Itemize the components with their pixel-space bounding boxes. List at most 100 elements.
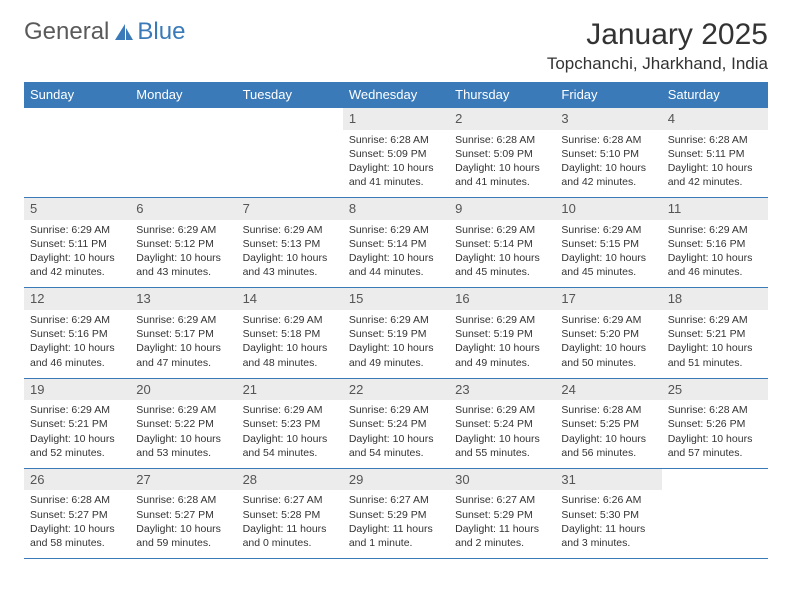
day-details: Sunrise: 6:28 AMSunset: 5:11 PMDaylight:… — [668, 133, 762, 190]
day-details: Sunrise: 6:27 AMSunset: 5:29 PMDaylight:… — [455, 493, 549, 550]
day-line: Sunset: 5:13 PM — [243, 237, 337, 251]
day-number — [24, 108, 130, 130]
calendar-cell: 14Sunrise: 6:29 AMSunset: 5:18 PMDayligh… — [237, 288, 343, 378]
day-line: Daylight: 10 hours and 41 minutes. — [349, 161, 443, 189]
day-number — [237, 108, 343, 130]
day-line: Sunrise: 6:29 AM — [243, 403, 337, 417]
day-details: Sunrise: 6:29 AMSunset: 5:17 PMDaylight:… — [136, 313, 230, 370]
brand-part1: General — [24, 18, 109, 46]
day-details: Sunrise: 6:29 AMSunset: 5:21 PMDaylight:… — [668, 313, 762, 370]
calendar-cell: 23Sunrise: 6:29 AMSunset: 5:24 PMDayligh… — [449, 378, 555, 468]
day-line: Sunrise: 6:28 AM — [561, 403, 655, 417]
calendar-cell: 7Sunrise: 6:29 AMSunset: 5:13 PMDaylight… — [237, 198, 343, 288]
calendar-week-row: 5Sunrise: 6:29 AMSunset: 5:11 PMDaylight… — [24, 198, 768, 288]
day-line: Sunrise: 6:29 AM — [561, 313, 655, 327]
day-details: Sunrise: 6:29 AMSunset: 5:19 PMDaylight:… — [349, 313, 443, 370]
day-line: Sunrise: 6:27 AM — [349, 493, 443, 507]
month-title: January 2025 — [547, 18, 768, 52]
day-details: Sunrise: 6:29 AMSunset: 5:24 PMDaylight:… — [349, 403, 443, 460]
calendar-cell — [662, 468, 768, 558]
day-header: Wednesday — [343, 82, 449, 108]
day-details: Sunrise: 6:29 AMSunset: 5:23 PMDaylight:… — [243, 403, 337, 460]
location: Topchanchi, Jharkhand, India — [547, 54, 768, 74]
calendar-cell: 1Sunrise: 6:28 AMSunset: 5:09 PMDaylight… — [343, 108, 449, 198]
day-line: Daylight: 10 hours and 42 minutes. — [668, 161, 762, 189]
day-details: Sunrise: 6:27 AMSunset: 5:28 PMDaylight:… — [243, 493, 337, 550]
day-number: 24 — [555, 379, 661, 401]
day-line: Sunrise: 6:29 AM — [136, 223, 230, 237]
day-line: Daylight: 10 hours and 59 minutes. — [136, 522, 230, 550]
day-number: 31 — [555, 469, 661, 491]
day-line: Sunrise: 6:29 AM — [561, 223, 655, 237]
day-header-row: Sunday Monday Tuesday Wednesday Thursday… — [24, 82, 768, 108]
day-details: Sunrise: 6:29 AMSunset: 5:24 PMDaylight:… — [455, 403, 549, 460]
day-line: Sunset: 5:24 PM — [455, 417, 549, 431]
day-details: Sunrise: 6:29 AMSunset: 5:16 PMDaylight:… — [668, 223, 762, 280]
day-line: Sunset: 5:26 PM — [668, 417, 762, 431]
calendar-cell: 8Sunrise: 6:29 AMSunset: 5:14 PMDaylight… — [343, 198, 449, 288]
day-line: Daylight: 10 hours and 49 minutes. — [349, 341, 443, 369]
day-details: Sunrise: 6:29 AMSunset: 5:20 PMDaylight:… — [561, 313, 655, 370]
day-details: Sunrise: 6:29 AMSunset: 5:18 PMDaylight:… — [243, 313, 337, 370]
calendar-cell: 19Sunrise: 6:29 AMSunset: 5:21 PMDayligh… — [24, 378, 130, 468]
day-line: Sunrise: 6:29 AM — [668, 223, 762, 237]
day-details: Sunrise: 6:29 AMSunset: 5:11 PMDaylight:… — [30, 223, 124, 280]
day-line: Daylight: 10 hours and 50 minutes. — [561, 341, 655, 369]
day-header: Thursday — [449, 82, 555, 108]
calendar-cell: 31Sunrise: 6:26 AMSunset: 5:30 PMDayligh… — [555, 468, 661, 558]
day-number: 23 — [449, 379, 555, 401]
day-number: 1 — [343, 108, 449, 130]
day-line: Daylight: 10 hours and 41 minutes. — [455, 161, 549, 189]
day-number: 6 — [130, 198, 236, 220]
day-header: Friday — [555, 82, 661, 108]
calendar-cell: 22Sunrise: 6:29 AMSunset: 5:24 PMDayligh… — [343, 378, 449, 468]
day-line: Daylight: 10 hours and 42 minutes. — [30, 251, 124, 279]
day-header: Sunday — [24, 82, 130, 108]
day-line: Sunrise: 6:27 AM — [243, 493, 337, 507]
day-number: 4 — [662, 108, 768, 130]
calendar-cell: 26Sunrise: 6:28 AMSunset: 5:27 PMDayligh… — [24, 468, 130, 558]
day-number: 10 — [555, 198, 661, 220]
day-number: 28 — [237, 469, 343, 491]
day-line: Sunrise: 6:29 AM — [30, 403, 124, 417]
calendar-cell: 11Sunrise: 6:29 AMSunset: 5:16 PMDayligh… — [662, 198, 768, 288]
calendar-cell: 4 Sunrise: 6:28 AMSunset: 5:11 PMDaylight… — [662, 108, 768, 198]
calendar-cell: 30Sunrise: 6:27 AMSunset: 5:29 PMDayligh… — [449, 468, 555, 558]
day-line: Daylight: 11 hours and 0 minutes. — [243, 522, 337, 550]
day-line: Sunrise: 6:28 AM — [136, 493, 230, 507]
day-number: 26 — [24, 469, 130, 491]
day-line: Daylight: 10 hours and 44 minutes. — [349, 251, 443, 279]
day-line: Sunrise: 6:29 AM — [455, 403, 549, 417]
calendar-week-row: 26Sunrise: 6:28 AMSunset: 5:27 PMDayligh… — [24, 468, 768, 558]
day-number: 18 — [662, 288, 768, 310]
day-line: Daylight: 10 hours and 46 minutes. — [30, 341, 124, 369]
day-line: Sunrise: 6:28 AM — [30, 493, 124, 507]
day-line: Sunrise: 6:29 AM — [243, 313, 337, 327]
day-number: 3 — [555, 108, 661, 130]
day-line: Sunset: 5:19 PM — [455, 327, 549, 341]
day-number: 30 — [449, 469, 555, 491]
day-line: Sunset: 5:09 PM — [455, 147, 549, 161]
day-line: Sunrise: 6:29 AM — [243, 223, 337, 237]
calendar-cell: 9Sunrise: 6:29 AMSunset: 5:14 PMDaylight… — [449, 198, 555, 288]
day-line: Daylight: 10 hours and 53 minutes. — [136, 432, 230, 460]
day-number: 27 — [130, 469, 236, 491]
brand-logo: General Blue — [24, 18, 185, 46]
day-line: Sunset: 5:27 PM — [136, 508, 230, 522]
day-line: Sunrise: 6:29 AM — [455, 313, 549, 327]
calendar-cell: 17Sunrise: 6:29 AMSunset: 5:20 PMDayligh… — [555, 288, 661, 378]
day-line: Sunset: 5:16 PM — [668, 237, 762, 251]
day-number: 9 — [449, 198, 555, 220]
day-details: Sunrise: 6:29 AMSunset: 5:13 PMDaylight:… — [243, 223, 337, 280]
day-line: Sunset: 5:12 PM — [136, 237, 230, 251]
calendar-cell: 28Sunrise: 6:27 AMSunset: 5:28 PMDayligh… — [237, 468, 343, 558]
day-line: Sunset: 5:11 PM — [30, 237, 124, 251]
day-line: Daylight: 10 hours and 46 minutes. — [668, 251, 762, 279]
day-number: 13 — [130, 288, 236, 310]
day-details: Sunrise: 6:29 AMSunset: 5:12 PMDaylight:… — [136, 223, 230, 280]
calendar-cell: 3Sunrise: 6:28 AMSunset: 5:10 PMDaylight… — [555, 108, 661, 198]
day-line: Daylight: 10 hours and 51 minutes. — [668, 341, 762, 369]
day-line: Sunset: 5:18 PM — [243, 327, 337, 341]
day-details: Sunrise: 6:29 AMSunset: 5:14 PMDaylight:… — [349, 223, 443, 280]
day-line: Sunrise: 6:28 AM — [668, 403, 762, 417]
